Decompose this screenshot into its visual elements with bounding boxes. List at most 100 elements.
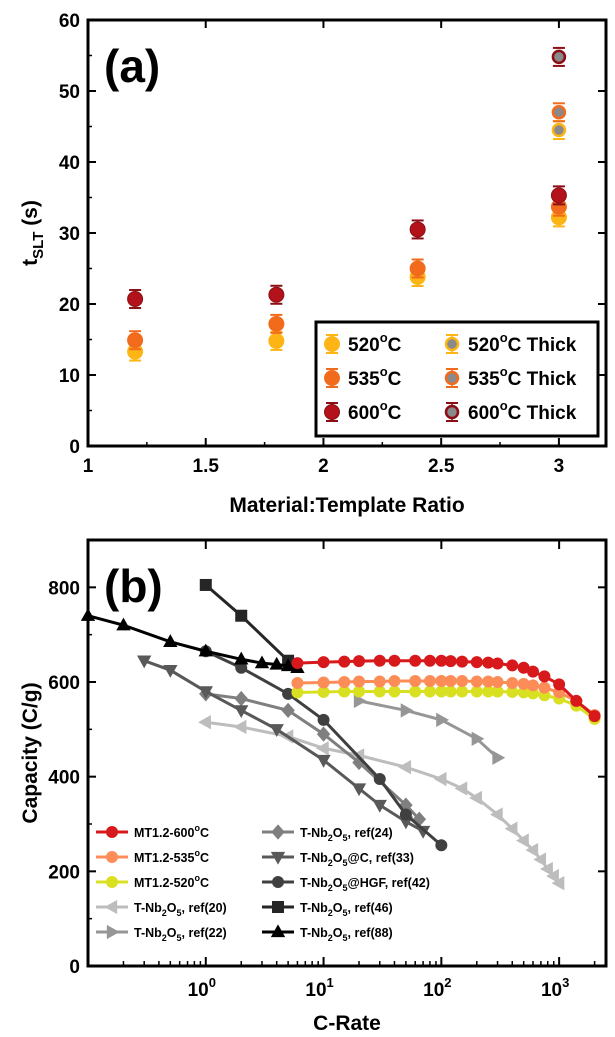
- legend-label-sub: 2: [328, 858, 333, 868]
- x-tick-label: 103: [541, 975, 569, 1001]
- data-point: [234, 705, 249, 719]
- legend-label-tail: C: [388, 335, 402, 356]
- legend-label-mid: O: [333, 926, 343, 940]
- panel-a-x-axis-label: Material:Template Ratio: [229, 494, 464, 517]
- legend-label-main: 520: [468, 335, 500, 356]
- legend-label-tail: C: [200, 826, 209, 840]
- series-line: [204, 583, 290, 662]
- legend-marker: [324, 404, 340, 420]
- data-point: [409, 260, 426, 277]
- legend-marker: [444, 336, 460, 352]
- legend-label-main: 600: [348, 403, 380, 424]
- legend-label-sup: o: [500, 398, 508, 413]
- data-point: [317, 713, 330, 726]
- legend-label-sub: 2: [328, 933, 333, 943]
- legend-label-sub: 2: [162, 908, 167, 918]
- legend-label-sub: 5: [343, 883, 348, 893]
- legend-entry-label: T-Nb2O5@HGF, ref(42): [300, 876, 430, 893]
- data-point: [291, 676, 304, 689]
- legend-label-pre: T-Nb: [300, 926, 328, 940]
- legend-marker: [272, 901, 284, 913]
- data-point: [127, 332, 144, 349]
- data-point: [489, 807, 503, 822]
- legend-label-post: @C, ref(33): [348, 851, 414, 865]
- legend-entry-label: 535oC Thick: [468, 364, 577, 390]
- legend-entry-label: T-Nb2O5@C, ref(33): [300, 851, 414, 868]
- panel-b-legend: MT1.2-600oCMT1.2-535oCMT1.2-520oCT-Nb2O5…: [96, 823, 430, 943]
- legend-label-main: MT1.2-520: [134, 876, 194, 890]
- panel-a-label: (a): [104, 40, 160, 92]
- y-tick-label: 40: [59, 153, 80, 174]
- legend-label-sup: o: [380, 364, 388, 379]
- data-point: [435, 839, 448, 852]
- data-point: [388, 675, 401, 688]
- legend-label-sub: 5: [343, 858, 348, 868]
- y-tick-label: 30: [59, 224, 80, 245]
- data-point: [409, 685, 422, 698]
- legend-label-sup: o: [194, 848, 200, 858]
- data-point: [235, 609, 248, 622]
- x-tick-label: 2.5: [428, 456, 455, 477]
- x-tick-exponent: 3: [562, 975, 569, 990]
- legend-label-pre: T-Nb: [300, 901, 328, 915]
- legend-label-sub: 5: [343, 933, 348, 943]
- legend-label-tail: C Thick: [508, 335, 577, 356]
- legend-label-mid: O: [167, 901, 177, 915]
- data-point: [471, 731, 485, 746]
- legend-marker: [106, 851, 118, 863]
- legend-marker: [271, 824, 285, 840]
- legend-label-main: 520: [348, 335, 380, 356]
- legend-entry-label: T-Nb2O5, ref(88): [300, 926, 393, 943]
- data-point: [570, 694, 583, 707]
- data-point: [116, 617, 131, 631]
- data-point: [398, 760, 412, 775]
- legend-label-sup: o: [380, 330, 388, 345]
- data-point: [444, 685, 457, 698]
- data-point: [399, 808, 412, 821]
- data-point: [269, 656, 284, 670]
- data-point: [491, 657, 504, 670]
- legend-marker: [270, 851, 286, 865]
- panel-b-x-axis-label: C-Rate: [313, 1012, 381, 1035]
- legend-label-sup: o: [194, 823, 200, 833]
- legend-label-pre: T-Nb: [134, 926, 162, 940]
- data-point: [433, 771, 447, 787]
- legend-label-sup: o: [380, 398, 388, 413]
- data-point: [504, 821, 518, 836]
- data-point: [338, 655, 351, 668]
- data-point: [234, 651, 249, 665]
- data-point: [526, 679, 539, 692]
- data-point: [198, 686, 213, 700]
- data-point: [551, 122, 567, 138]
- data-point: [506, 659, 519, 672]
- legend-label-post: , ref(20): [182, 901, 227, 915]
- data-point: [280, 658, 296, 672]
- data-point: [388, 654, 401, 667]
- y-tick-label: 0: [69, 437, 80, 458]
- legend-entry-label: MT1.2-520oC: [134, 873, 209, 890]
- data-point: [353, 655, 366, 668]
- legend-label-sub: 5: [177, 933, 182, 943]
- legend-label-main: 535: [468, 369, 500, 390]
- legend-marker: [444, 370, 460, 386]
- legend-label-mid: O: [333, 901, 343, 915]
- data-point: [163, 634, 178, 647]
- data-point: [538, 681, 551, 694]
- data-point: [317, 676, 330, 689]
- legend-label-post: , ref(22): [182, 926, 227, 940]
- legend-marker: [324, 336, 340, 352]
- legend-label-sub: 2: [162, 933, 167, 943]
- legend-entry-label: 600oC Thick: [468, 398, 577, 424]
- x-tick-label: 3: [554, 456, 565, 477]
- data-point: [423, 685, 436, 698]
- legend-label-post: , ref(24): [348, 826, 393, 840]
- data-point: [491, 676, 504, 688]
- x-tick-base: 10: [423, 980, 444, 1001]
- legend-label-main: MT1.2-535: [134, 851, 194, 865]
- legend-label-pre: T-Nb: [300, 876, 328, 890]
- y-tick-label: 50: [59, 82, 80, 103]
- panel-b-label: (b): [104, 560, 163, 612]
